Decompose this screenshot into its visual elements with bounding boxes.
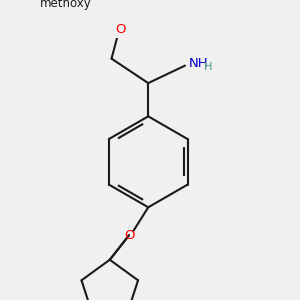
Text: O: O — [124, 229, 134, 242]
Text: methoxy: methoxy — [40, 0, 92, 10]
Text: O: O — [115, 23, 125, 36]
Text: H: H — [204, 62, 213, 72]
Text: NH: NH — [188, 57, 208, 70]
